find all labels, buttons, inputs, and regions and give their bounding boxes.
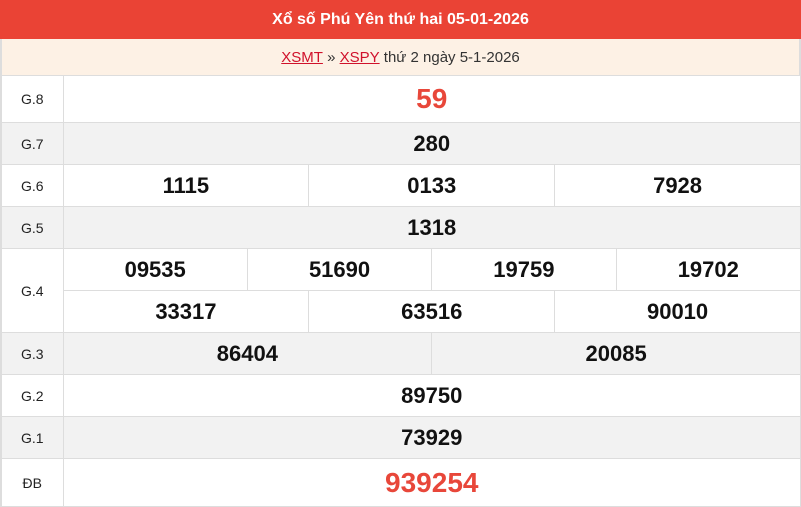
- prize-number: 1115: [62, 164, 310, 207]
- prize-row-g4: G.4 09535 51690 19759 19702: [0, 248, 801, 333]
- results-table: G.8 59 G.7 280 G.6 1115 0133 7928 G.5 13…: [0, 75, 801, 507]
- page-title: Xổ số Phú Yên thứ hai 05-01-2026: [0, 0, 801, 39]
- prize-number: 90010: [554, 290, 801, 333]
- prize-row-g2: G.2 89750: [0, 374, 801, 417]
- prize-number: 280: [62, 122, 801, 165]
- prize-number: 33317: [62, 290, 310, 333]
- prize-row-g5: G.5 1318: [0, 206, 801, 249]
- prize-number: 73929: [62, 416, 801, 459]
- prize-label: G.2: [0, 374, 64, 417]
- prize-row-g3: G.3 86404 20085: [0, 332, 801, 375]
- prize-row-g1: G.1 73929: [0, 416, 801, 459]
- prize-number: 19702: [615, 248, 801, 291]
- breadcrumb-link-xspy[interactable]: XSPY: [339, 48, 380, 66]
- breadcrumb-date: thứ 2 ngày 5-1-2026: [383, 48, 520, 66]
- prize-number: 7928: [554, 164, 801, 207]
- prize-number: 51690: [246, 248, 433, 291]
- breadcrumb: XSMT » XSPY thứ 2 ngày 5-1-2026: [0, 39, 801, 75]
- prize-label: ĐB: [0, 458, 64, 507]
- prize-number: 1318: [62, 206, 801, 249]
- prize-row-g7: G.7 280: [0, 122, 801, 165]
- prize-row-g8: G.8 59: [0, 75, 801, 123]
- prize-label: G.5: [0, 206, 64, 249]
- prize-row-g4-2: 33317 63516 90010: [1, 290, 801, 333]
- prize-label: G.8: [0, 75, 64, 123]
- prize-label: G.6: [0, 164, 64, 207]
- prize-row-g6: G.6 1115 0133 7928: [0, 164, 801, 207]
- breadcrumb-separator: »: [327, 48, 336, 66]
- prize-number: 20085: [431, 332, 801, 375]
- prize-number: 59: [62, 75, 801, 123]
- prize-number: 86404: [62, 332, 433, 375]
- prize-number: 89750: [62, 374, 801, 417]
- prize-number: 19759: [431, 248, 617, 291]
- prize-number: 63516: [308, 290, 556, 333]
- special-prize-number: 939254: [62, 458, 801, 507]
- prize-number: 0133: [308, 164, 556, 207]
- prize-label: G.7: [0, 122, 64, 165]
- prize-label: G.1: [0, 416, 64, 459]
- prize-number: 09535: [62, 248, 248, 291]
- breadcrumb-link-xsmt[interactable]: XSMT: [281, 48, 323, 66]
- prize-row-special: ĐB 939254: [0, 458, 801, 507]
- prize-label: G.3: [0, 332, 64, 375]
- prize-label: G.4: [0, 248, 64, 333]
